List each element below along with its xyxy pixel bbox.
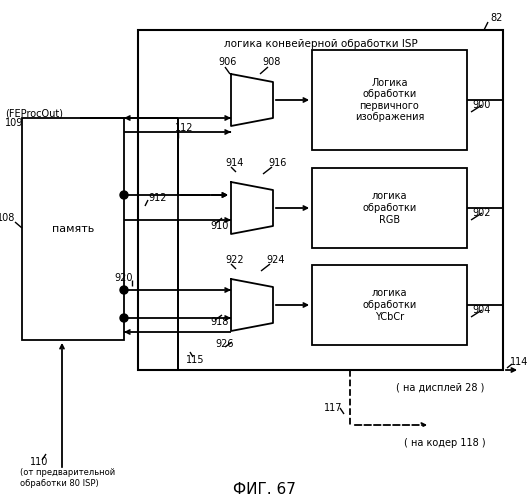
- Text: 115: 115: [186, 355, 204, 365]
- Text: 906: 906: [218, 57, 237, 67]
- Bar: [22, 118, 124, 340]
- Text: 920: 920: [115, 273, 133, 283]
- Text: 922: 922: [225, 255, 243, 265]
- Circle shape: [120, 191, 128, 199]
- Circle shape: [120, 286, 128, 294]
- Text: ФИГ. 67: ФИГ. 67: [232, 482, 296, 498]
- Text: 914: 914: [225, 158, 243, 168]
- Text: 82: 82: [490, 13, 502, 23]
- Text: 912: 912: [148, 193, 166, 203]
- Bar: [312, 50, 467, 150]
- Text: 904: 904: [472, 305, 491, 315]
- Text: память: память: [52, 224, 94, 234]
- Text: 916: 916: [268, 158, 286, 168]
- Text: 108: 108: [0, 213, 15, 223]
- Text: (от предварительной
обработки 80 ISP): (от предварительной обработки 80 ISP): [20, 468, 115, 487]
- Text: 902: 902: [472, 208, 491, 218]
- Bar: [312, 265, 467, 345]
- Text: 910: 910: [210, 221, 229, 231]
- Text: 926: 926: [215, 339, 233, 349]
- Text: 109: 109: [5, 118, 23, 128]
- Text: логика
обработки
RGB: логика обработки RGB: [362, 192, 417, 224]
- Bar: [312, 168, 467, 248]
- Text: 918: 918: [210, 317, 229, 327]
- Text: 924: 924: [266, 255, 285, 265]
- Circle shape: [120, 314, 128, 322]
- Text: ( на кодер 118 ): ( на кодер 118 ): [404, 438, 486, 448]
- Text: (FEProcOut): (FEProcOut): [5, 108, 63, 118]
- Text: 114: 114: [510, 357, 528, 367]
- Text: ( на дисплей 28 ): ( на дисплей 28 ): [396, 383, 484, 393]
- Text: 908: 908: [262, 57, 280, 67]
- Text: 112: 112: [175, 123, 193, 133]
- Text: логика конвейерной обработки ISP: логика конвейерной обработки ISP: [224, 39, 417, 49]
- Text: 117: 117: [324, 403, 342, 413]
- Text: 900: 900: [472, 100, 491, 110]
- Text: Логика
обработки
первичного
изображения: Логика обработки первичного изображения: [355, 78, 424, 122]
- Text: логика
обработки
YCbCr: логика обработки YCbCr: [362, 288, 417, 322]
- Text: 110: 110: [30, 457, 49, 467]
- Bar: [138, 30, 503, 370]
